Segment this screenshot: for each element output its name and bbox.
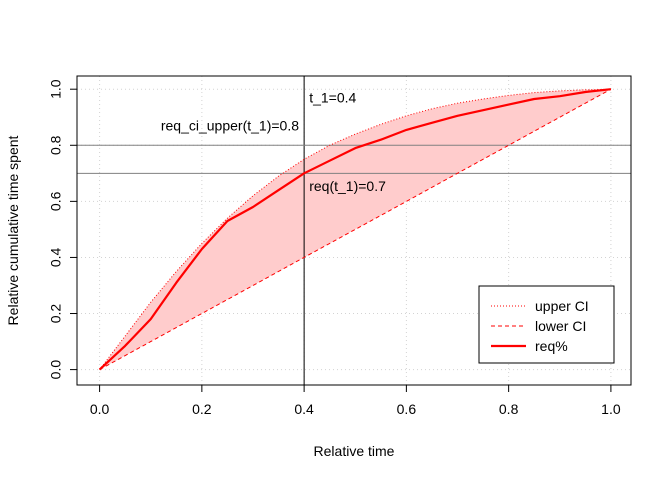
y-tick-label: 1.0 (48, 79, 64, 99)
y-tick-label: 0.6 (48, 191, 64, 211)
annotation-label: req(t_1)=0.7 (309, 178, 386, 194)
y-tick-label: 0.2 (48, 304, 64, 324)
x-tick-label: 1.0 (601, 401, 621, 417)
series-upper-ci (99, 88, 611, 370)
legend-box (478, 285, 615, 364)
annotations: t_1=0.4 req_ci_upper(t_1)=0.8 req(t_1)=0.7 (161, 90, 386, 194)
x-axis: 0.0 0.2 0.4 0.6 0.8 1.0 (90, 384, 621, 417)
series-req (98, 88, 612, 371)
y-axis: 0.0 0.2 0.4 0.6 0.8 1.0 (48, 79, 78, 380)
y-tick-label: 0.0 (48, 360, 64, 380)
x-tick-label: 0.6 (397, 401, 417, 417)
x-axis-label: Relative time (314, 443, 395, 459)
y-tick-label: 0.8 (48, 135, 64, 155)
x-tick-label: 0.8 (499, 401, 519, 417)
annotation-label: t_1=0.4 (309, 90, 356, 106)
series-layer (98, 88, 612, 371)
x-tick-label: 0.0 (90, 401, 110, 417)
y-tick-label: 0.4 (48, 247, 64, 267)
reference-lines (77, 76, 631, 385)
legend: upper CI lower CI req% (478, 285, 615, 364)
x-tick-label: 0.2 (192, 401, 212, 417)
legend-label: req% (535, 338, 568, 354)
annotation-label: req_ci_upper(t_1)=0.8 (161, 118, 299, 134)
legend-label: lower CI (535, 318, 586, 334)
y-axis-label: Relative cumulative time spent (5, 135, 21, 325)
x-tick-label: 0.4 (294, 401, 314, 417)
legend-label: upper CI (535, 298, 589, 314)
series-lower-ci (99, 88, 612, 371)
